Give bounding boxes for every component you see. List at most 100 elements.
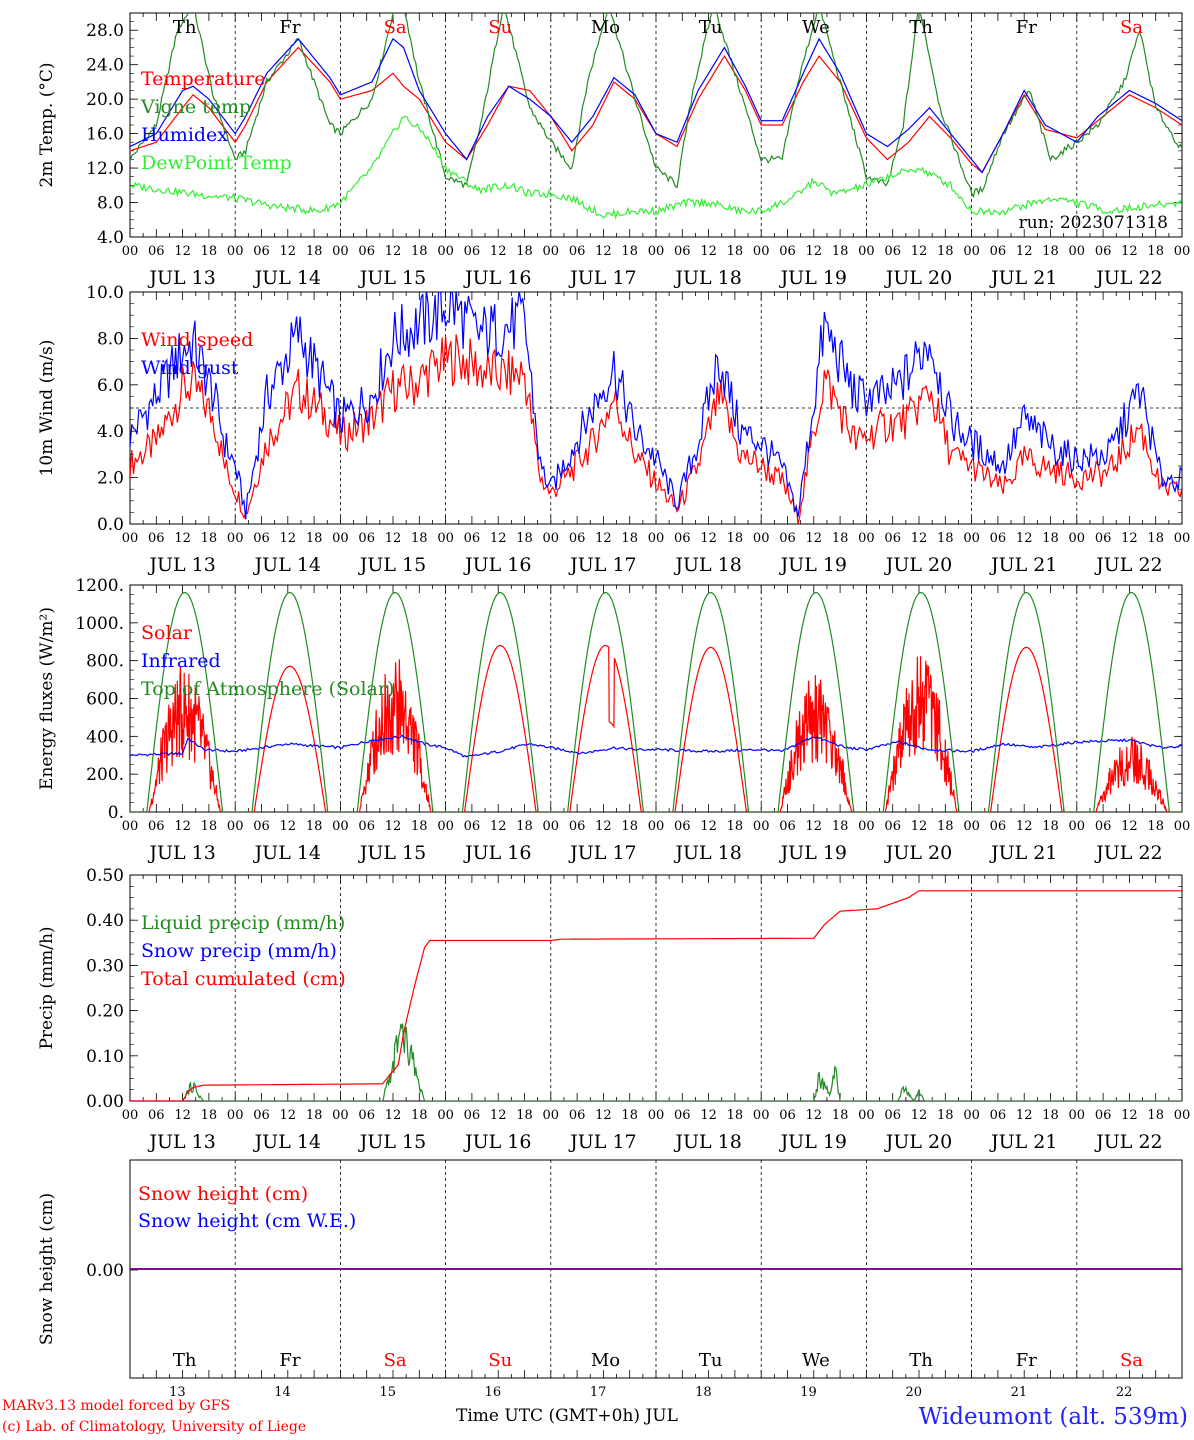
y-tick-label: 1200. bbox=[75, 576, 124, 596]
hour-label: 06 bbox=[569, 244, 586, 259]
hour-label: 00 bbox=[227, 244, 244, 259]
hour-label: 12 bbox=[174, 1108, 191, 1123]
date-label: JUL 17 bbox=[568, 267, 636, 289]
hour-label: 00 bbox=[437, 531, 454, 546]
legend-entry: Top of Atmosphere (Solar) bbox=[141, 678, 394, 700]
date-label: JUL 16 bbox=[463, 267, 531, 289]
x-axis-title: Time UTC (GMT+0h) JUL bbox=[456, 1406, 678, 1426]
hour-label: 00 bbox=[1069, 1108, 1086, 1123]
hour-label: 18 bbox=[201, 819, 218, 834]
date-label: JUL 21 bbox=[989, 1131, 1057, 1153]
hour-label: 18 bbox=[727, 244, 744, 259]
hour-label: 18 bbox=[621, 244, 638, 259]
hour-label: 00 bbox=[1174, 244, 1191, 259]
hour-label: 18 bbox=[1147, 531, 1164, 546]
hour-label: 18 bbox=[937, 531, 954, 546]
hour-label: 12 bbox=[1121, 531, 1138, 546]
y-tick-label: 4.0 bbox=[97, 422, 124, 442]
date-label: JUL 15 bbox=[358, 267, 426, 289]
hour-label: 06 bbox=[253, 531, 270, 546]
hour-label: 06 bbox=[358, 819, 375, 834]
y-axis-label: 10m Wind (m/s) bbox=[37, 340, 57, 477]
hour-label: 06 bbox=[779, 531, 796, 546]
date-label: JUL 20 bbox=[884, 554, 952, 576]
day-name: Fr bbox=[279, 17, 300, 38]
hour-label: 12 bbox=[385, 819, 402, 834]
date-label: JUL 18 bbox=[673, 1131, 741, 1153]
day-name: Th bbox=[173, 17, 197, 38]
date-label: JUL 21 bbox=[989, 842, 1057, 864]
day-name: Mo bbox=[591, 1350, 620, 1371]
hour-label: 00 bbox=[122, 1108, 139, 1123]
hour-label: 00 bbox=[543, 244, 560, 259]
hour-label: 00 bbox=[963, 531, 980, 546]
panel-2: 0.0 2.0 4.0 6.0 8.0 10.0 10m Wind (m/s) 00 06 12 1… bbox=[37, 283, 1190, 576]
series-line-vigne-temp bbox=[130, 13, 1182, 199]
hour-label: 12 bbox=[280, 819, 297, 834]
hour-label: 18 bbox=[621, 819, 638, 834]
hour-label: 06 bbox=[990, 1108, 1007, 1123]
y-tick-label: 24.0 bbox=[86, 56, 124, 76]
hour-label: 06 bbox=[464, 1108, 481, 1123]
hour-label: 06 bbox=[779, 1108, 796, 1123]
day-name: We bbox=[802, 17, 830, 38]
hour-label: 00 bbox=[543, 1108, 560, 1123]
hour-label: 12 bbox=[700, 1108, 717, 1123]
legend-entry: Solar bbox=[141, 622, 193, 644]
hour-label: 06 bbox=[569, 819, 586, 834]
hour-label: 18 bbox=[621, 1108, 638, 1123]
panel-5: 0.00 Snow height (cm) Snow height (cm) Snow… bbox=[37, 1159, 1183, 1379]
date-label: JUL 21 bbox=[989, 554, 1057, 576]
y-tick-label: 12.0 bbox=[86, 159, 124, 179]
hour-label: 06 bbox=[779, 819, 796, 834]
y-tick-label: 0.40 bbox=[86, 911, 124, 931]
y-tick-label: 16.0 bbox=[86, 125, 124, 145]
y-tick-label: 6.0 bbox=[97, 376, 124, 396]
hour-label: 06 bbox=[569, 1108, 586, 1123]
y-axis-label: Snow height (cm) bbox=[37, 1193, 57, 1345]
date-label: JUL 13 bbox=[147, 842, 215, 864]
y-tick-label: 20.0 bbox=[86, 90, 124, 110]
hour-label: 18 bbox=[937, 1108, 954, 1123]
day-name: Su bbox=[488, 1350, 512, 1371]
date-label: JUL 16 bbox=[463, 842, 531, 864]
hour-label: 12 bbox=[595, 531, 612, 546]
y-tick-label: 8.0 bbox=[97, 194, 124, 214]
legend-entry: Liquid precip (mm/h) bbox=[141, 912, 345, 934]
hour-label: 12 bbox=[385, 1108, 402, 1123]
hour-label: 12 bbox=[174, 531, 191, 546]
hour-label: 06 bbox=[358, 531, 375, 546]
hour-label: 18 bbox=[832, 244, 849, 259]
footer-credit: (c) Lab. of Climatology, University of L… bbox=[2, 1419, 307, 1435]
run-label: run: 2023071318 bbox=[1019, 213, 1168, 233]
hour-label: 18 bbox=[411, 819, 428, 834]
hour-label: 12 bbox=[911, 244, 928, 259]
hour-label: 00 bbox=[227, 531, 244, 546]
hour-label: 12 bbox=[1121, 1108, 1138, 1123]
legend-entry: Infrared bbox=[141, 650, 221, 672]
series-group bbox=[130, 292, 1182, 524]
y-tick-label: 0.20 bbox=[86, 1002, 124, 1022]
hour-label: 12 bbox=[911, 819, 928, 834]
hour-label: 00 bbox=[753, 244, 770, 259]
y-tick-label: 0.00 bbox=[86, 1261, 124, 1281]
series-line-total-cumulated-cm bbox=[130, 890, 1182, 1101]
hour-label: 06 bbox=[1095, 244, 1112, 259]
day-name: Tu bbox=[699, 1350, 723, 1371]
y-tick-label: 800. bbox=[86, 652, 124, 672]
day-number: 13 bbox=[169, 1385, 186, 1400]
legend-entry: Humidex bbox=[141, 124, 228, 146]
y-tick-label: 1000. bbox=[75, 614, 124, 634]
date-label: JUL 13 bbox=[147, 554, 215, 576]
day-name: Sa bbox=[1120, 17, 1143, 38]
hour-label: 18 bbox=[937, 819, 954, 834]
hour-label: 18 bbox=[306, 244, 323, 259]
hour-label: 12 bbox=[1016, 531, 1033, 546]
series-group bbox=[130, 592, 1182, 812]
hour-label: 12 bbox=[1121, 819, 1138, 834]
date-label: JUL 19 bbox=[779, 554, 847, 576]
day-name: Fr bbox=[1016, 17, 1037, 38]
y-tick-label: 0. bbox=[108, 803, 124, 823]
y-axis-label: Precip (mm/h) bbox=[37, 926, 57, 1049]
hour-label: 12 bbox=[1016, 244, 1033, 259]
